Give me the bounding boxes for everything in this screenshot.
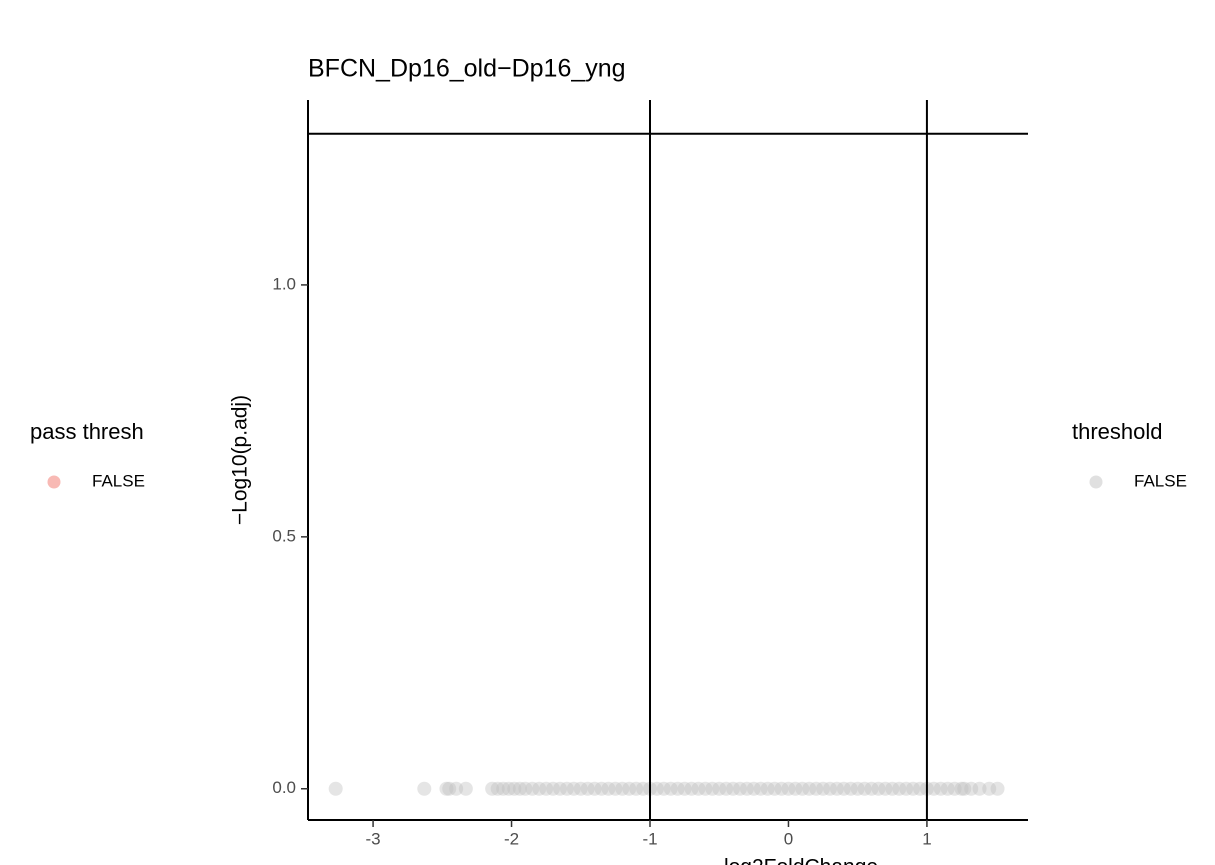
legend-title: threshold <box>1072 419 1163 444</box>
point <box>892 781 907 796</box>
y-tick-label: 1.0 <box>272 274 296 293</box>
point <box>829 781 844 796</box>
point <box>857 781 872 796</box>
point <box>698 781 713 796</box>
point <box>629 781 644 796</box>
point <box>933 781 948 796</box>
point <box>442 781 457 796</box>
point <box>553 781 567 796</box>
point <box>964 781 979 796</box>
point <box>532 781 547 796</box>
point <box>546 781 561 796</box>
point <box>525 781 540 796</box>
point <box>906 781 921 796</box>
point <box>587 781 602 796</box>
point <box>809 781 824 796</box>
point <box>705 781 720 796</box>
legend-swatch <box>1089 475 1103 489</box>
point <box>573 781 588 796</box>
point <box>507 781 522 796</box>
point <box>957 781 972 796</box>
point <box>417 781 432 796</box>
point <box>663 781 678 796</box>
point <box>719 781 734 796</box>
x-tick-label: 0 <box>784 829 793 848</box>
x-axis-label: log2FoldChange <box>724 856 878 865</box>
point <box>753 781 768 796</box>
point <box>691 781 706 796</box>
point <box>496 781 511 796</box>
legend-swatch <box>47 475 61 489</box>
point <box>601 781 616 796</box>
point <box>439 781 454 796</box>
point <box>458 781 473 796</box>
x-tick-label: -1 <box>642 829 657 848</box>
point <box>823 781 837 796</box>
point <box>649 781 664 796</box>
point <box>518 781 533 796</box>
legend-label: FALSE <box>1134 471 1187 490</box>
point <box>990 781 1005 796</box>
point <box>580 781 595 796</box>
x-tick-label: 1 <box>922 829 931 848</box>
point <box>328 781 343 796</box>
point <box>566 781 581 796</box>
point <box>947 781 962 796</box>
point <box>501 781 516 796</box>
point <box>485 781 500 796</box>
point <box>972 781 987 796</box>
point <box>490 781 505 796</box>
point <box>746 781 761 796</box>
legend-label: FALSE <box>92 471 145 490</box>
y-axis-label: −Log10(p.adj) <box>229 395 252 525</box>
point <box>539 781 554 796</box>
chart-title: BFCN_Dp16_old−Dp16_yng <box>308 55 626 83</box>
point <box>982 781 997 796</box>
point <box>816 781 831 796</box>
point <box>760 781 775 796</box>
point <box>795 781 810 796</box>
point <box>843 781 858 796</box>
point <box>512 781 527 796</box>
legend-title: pass thresh <box>30 419 144 444</box>
point <box>788 781 803 796</box>
point <box>622 781 637 796</box>
point <box>940 781 955 796</box>
point <box>636 781 651 796</box>
x-tick-label: -2 <box>504 829 519 848</box>
point <box>670 781 685 796</box>
point <box>767 781 782 796</box>
point <box>885 781 900 796</box>
y-tick-label: 0.0 <box>272 778 296 797</box>
point <box>954 781 969 796</box>
point <box>864 781 879 796</box>
point <box>781 781 796 796</box>
point <box>656 781 671 796</box>
point <box>836 781 851 796</box>
point <box>677 781 692 796</box>
point <box>733 781 747 796</box>
y-tick-label: 0.5 <box>272 526 296 545</box>
point <box>926 781 941 796</box>
point <box>726 781 741 796</box>
point <box>802 781 817 796</box>
point <box>449 781 464 796</box>
point <box>871 781 886 796</box>
point <box>684 781 699 796</box>
point <box>608 781 623 796</box>
x-tick-label: -3 <box>366 829 381 848</box>
point <box>712 781 727 796</box>
point <box>774 781 789 796</box>
point <box>615 781 630 796</box>
point <box>739 781 754 796</box>
point <box>850 781 865 796</box>
point <box>594 781 609 796</box>
point <box>899 781 914 796</box>
point <box>913 781 927 796</box>
point <box>878 781 893 796</box>
point <box>559 781 574 796</box>
